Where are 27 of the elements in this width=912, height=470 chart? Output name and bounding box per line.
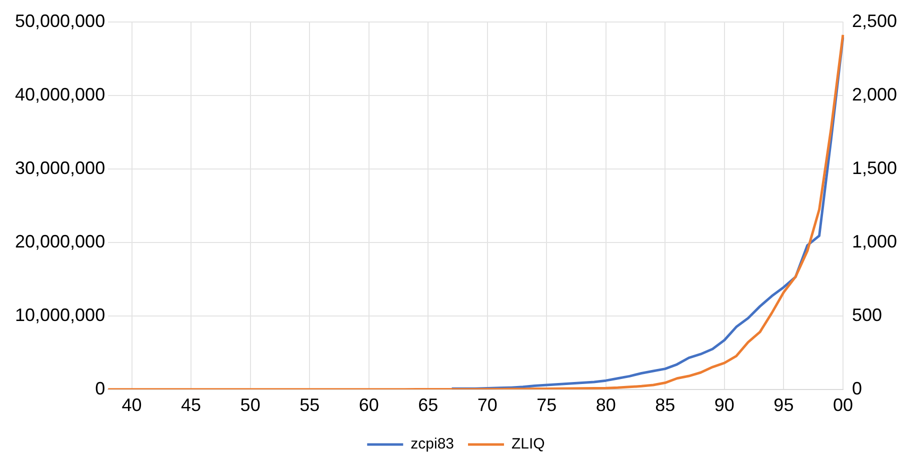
y-tick-label: 20,000,000 xyxy=(14,231,106,252)
x-tick-label: 85 xyxy=(655,395,676,416)
y2-tick-label: 1,500 xyxy=(852,158,898,178)
y2-tick-label: 2,000 xyxy=(852,84,898,104)
x-tick-label: 75 xyxy=(536,395,557,416)
x-tick-label: 95 xyxy=(774,395,794,416)
y-tick-label: 40,000,000 xyxy=(14,84,106,104)
x-tick-label: 40 xyxy=(122,395,142,416)
x-tick-label: 80 xyxy=(596,395,616,416)
y-tick-label: 0 xyxy=(95,378,106,398)
x-tick-label: 45 xyxy=(181,395,202,416)
legend-label: ZLIQ xyxy=(512,436,545,453)
x-tick-label: 90 xyxy=(714,395,734,416)
y-tick-label: 50,000,000 xyxy=(14,10,106,31)
y2-tick-label: 2,500 xyxy=(852,10,898,31)
y2-tick-label: 1,000 xyxy=(852,231,898,252)
y-tick-label: 10,000,000 xyxy=(14,304,106,325)
y2-tick-label: 0 xyxy=(852,378,862,398)
x-tick-label: 00 xyxy=(832,395,853,416)
x-tick-label: 60 xyxy=(358,395,379,416)
y2-tick-label: 500 xyxy=(852,304,882,325)
x-tick-label: 55 xyxy=(300,395,320,416)
legend-label: zcpi83 xyxy=(410,436,454,453)
x-tick-label: 65 xyxy=(418,395,438,416)
x-tick-label: 50 xyxy=(240,395,260,416)
y-tick-label: 30,000,000 xyxy=(14,158,106,178)
x-tick-label: 70 xyxy=(477,395,498,416)
